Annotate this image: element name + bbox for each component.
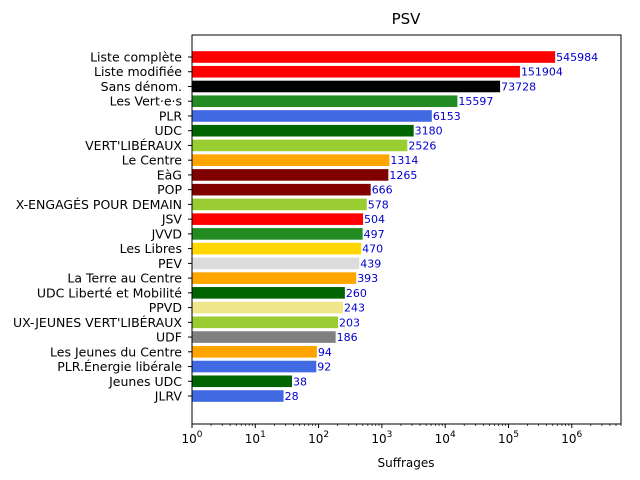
value-label-le-centre: 1314 bbox=[390, 154, 418, 167]
category-label-jeunes-udc: Jeunes UDC bbox=[108, 374, 182, 389]
category-label-liste-modifie-e: Liste modifiée bbox=[94, 64, 182, 79]
bar-jeunes-udc bbox=[192, 375, 292, 388]
x-tick-label: 104 bbox=[435, 430, 456, 446]
category-label-plr: PLR bbox=[159, 108, 183, 123]
x-tick-label: 100 bbox=[181, 430, 202, 446]
category-label-ppvd: PPVD bbox=[149, 300, 182, 315]
x-tick-label: 101 bbox=[245, 430, 266, 446]
bar-pev bbox=[192, 257, 360, 270]
value-label-jsv: 504 bbox=[364, 213, 385, 226]
category-label-pop: POP bbox=[157, 182, 182, 197]
category-label-udf: UDF bbox=[156, 330, 182, 345]
bar-sans-de-nom bbox=[192, 80, 501, 93]
bar-ux-jeunes-vert-libe-raux bbox=[192, 316, 339, 329]
bar-le-centre bbox=[192, 154, 390, 166]
category-label-les-vert-e-s: Les Vert·e·s bbox=[110, 94, 182, 109]
category-label-les-jeunes-du-centre: Les Jeunes du Centre bbox=[50, 344, 182, 359]
category-label-plr-e-nergie-libe-rale: PLR.Énergie libérale bbox=[57, 359, 182, 374]
category-label-sans-de-nom: Sans dénom. bbox=[101, 79, 182, 94]
bar-jlrv bbox=[192, 390, 284, 402]
category-label-ux-jeunes-vert-libe-raux: UX-JEUNES VERT'LIBÉRAUX bbox=[13, 315, 182, 330]
value-label-liste-comple-te: 545984 bbox=[556, 51, 598, 64]
axes-layer bbox=[191, 34, 622, 425]
value-label-la-terre-au-centre: 393 bbox=[357, 272, 378, 285]
value-label-vert-libe-raux: 2526 bbox=[408, 139, 436, 152]
bar-ppvd bbox=[192, 301, 343, 314]
category-label-liste-comple-te: Liste complète bbox=[90, 50, 182, 65]
value-label-udc-liberte-et-mobilite: 260 bbox=[346, 287, 367, 300]
category-label-pev: PEV bbox=[158, 256, 182, 271]
category-label-vert-libe-raux: VERT'LIBÉRAUX bbox=[85, 138, 182, 153]
bar-plr bbox=[192, 110, 432, 122]
value-label-plr: 6153 bbox=[433, 110, 461, 123]
category-label-les-libres: Les Libres bbox=[120, 241, 182, 256]
bar-jsv bbox=[192, 213, 364, 225]
category-label-ea-g: EàG bbox=[157, 167, 182, 182]
bar-udc bbox=[192, 124, 414, 137]
bar-jvvd bbox=[192, 228, 363, 240]
category-label-udc: UDC bbox=[154, 123, 182, 138]
bar-les-jeunes-du-centre bbox=[192, 346, 317, 358]
bar-x-engage-s-pour-demain bbox=[192, 198, 367, 211]
bar-liste-modifie-e bbox=[192, 65, 520, 78]
value-label-jlrv: 28 bbox=[285, 390, 299, 403]
value-label-ea-g: 1265 bbox=[389, 169, 417, 182]
bar-les-libres bbox=[192, 242, 362, 255]
value-label-liste-modifie-e: 151904 bbox=[521, 66, 563, 79]
bar-liste-comple-te bbox=[192, 51, 556, 63]
bar-udf bbox=[192, 331, 336, 343]
x-tick-label: 102 bbox=[308, 430, 329, 446]
value-label-ppvd: 243 bbox=[344, 302, 365, 315]
bar-plr-e-nergie-libe-rale bbox=[192, 360, 317, 373]
x-tick-label: 103 bbox=[371, 430, 392, 446]
category-label-udc-liberte-et-mobilite: UDC Liberté et Mobilité bbox=[37, 285, 182, 300]
value-label-jeunes-udc: 38 bbox=[293, 375, 307, 388]
bar-les-vert-e-s bbox=[192, 95, 458, 108]
value-label-udc: 3180 bbox=[415, 125, 443, 138]
x-tick-label: 106 bbox=[561, 430, 582, 446]
value-label-pop: 666 bbox=[372, 184, 393, 197]
value-label-jvvd: 497 bbox=[364, 228, 385, 241]
plot-frame bbox=[191, 34, 622, 425]
value-label-udf: 186 bbox=[337, 331, 358, 344]
bar-udc-liberte-et-mobilite bbox=[192, 287, 345, 299]
category-label-x-engage-s-pour-demain: X-ENGAGÉS POUR DEMAIN bbox=[16, 197, 182, 212]
category-label-jsv: JSV bbox=[161, 212, 183, 227]
x-axis-label: Suffrages bbox=[377, 456, 434, 470]
bar-pop bbox=[192, 183, 371, 196]
bar-vert-libe-raux bbox=[192, 139, 408, 152]
value-label-les-libres: 470 bbox=[362, 243, 383, 256]
bars-layer: Liste complète 545984 Liste modifiée 151904… bbox=[13, 50, 598, 404]
value-label-plr-e-nergie-libe-rale: 92 bbox=[317, 361, 331, 374]
value-label-pev: 439 bbox=[360, 257, 381, 270]
category-label-la-terre-au-centre: La Terre au Centre bbox=[67, 271, 182, 286]
x-ticks: 100 101 102 103 104 105 106 bbox=[181, 424, 622, 446]
bar-la-terre-au-centre bbox=[192, 272, 357, 284]
value-label-les-jeunes-du-centre: 94 bbox=[318, 346, 332, 359]
x-tick-label: 105 bbox=[498, 430, 519, 446]
chart-title: PSV bbox=[392, 10, 422, 28]
value-label-sans-de-nom: 73728 bbox=[501, 80, 536, 93]
category-label-jvvd: JVVD bbox=[151, 226, 182, 241]
category-label-le-centre: Le Centre bbox=[122, 153, 183, 168]
value-label-les-vert-e-s: 15597 bbox=[458, 95, 493, 108]
category-label-jlrv: JLRV bbox=[154, 389, 183, 404]
bar-ea-g bbox=[192, 169, 389, 181]
value-label-x-engage-s-pour-demain: 578 bbox=[368, 198, 389, 211]
value-label-ux-jeunes-vert-libe-raux: 203 bbox=[339, 316, 360, 329]
